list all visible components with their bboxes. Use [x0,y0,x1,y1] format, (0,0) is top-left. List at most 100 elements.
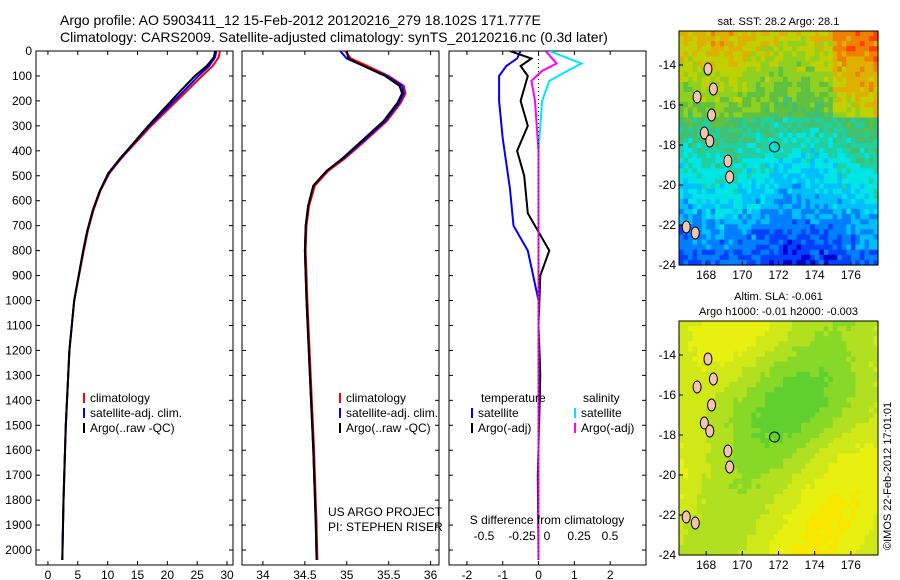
map-cell [701,148,707,154]
map-cell [850,198,856,205]
map-cell [787,397,793,403]
map-cell [846,336,852,342]
map-cell [737,112,743,119]
map-cell [760,209,766,215]
map-cell [859,463,866,470]
map-cell [769,493,775,500]
map-cell [792,473,798,480]
map-cell [805,254,811,261]
map-cell [683,137,689,144]
map-cell [783,219,789,225]
map-cell [724,214,730,220]
map-cell [787,244,793,251]
map-cell [710,432,716,439]
map-cell [864,76,870,83]
map-cell [832,163,838,169]
map-cell [715,407,721,414]
map-cell [679,56,685,63]
map-cell [737,504,743,510]
map-cell [701,102,707,108]
map-cell [783,504,789,510]
map-cell [805,41,811,47]
map-cell [719,239,725,246]
map-cell [850,41,856,47]
map-cell [778,102,784,108]
map-cell [855,97,861,103]
map-cell [805,173,811,180]
map-cell [787,219,793,225]
map-cell [796,509,802,515]
map-cell [873,366,879,373]
map-cell [710,132,716,139]
map-cell [697,102,703,108]
map-cell [783,163,789,169]
map-cell [814,31,820,37]
map-cell [683,158,689,164]
map-cell [773,539,780,546]
map-cell [814,438,820,444]
map-cell [719,483,725,490]
map-cell [792,422,798,429]
map-cell [719,183,725,190]
map-cell [828,188,834,195]
x-tick-label: 0 [45,568,52,580]
map-cell [805,534,811,541]
map-cell [737,346,743,353]
map-cell [855,371,861,378]
map-cell [760,529,766,536]
map-cell [755,107,762,113]
map-cell [873,438,879,444]
map-cell [706,102,712,108]
map-cell [855,351,861,358]
map-cell [855,193,861,200]
map-cell [801,107,807,113]
map-cell [706,376,712,383]
map-cell [810,122,816,129]
map-cell [787,387,793,393]
map-cell [724,483,730,490]
map-cell [737,427,743,434]
map-cell [728,438,734,444]
map-cell [864,107,870,113]
map-cell [787,122,793,129]
map-cell [864,458,870,465]
map-cell [801,51,807,58]
map-cell [814,458,820,465]
series-line-argorawqc [303,51,404,561]
map-cell [841,488,847,495]
map-cell [823,117,829,124]
map-cell [737,412,743,419]
map-cell [819,117,825,124]
map-cell [701,463,707,470]
map-cell [697,458,703,465]
map-cell [773,71,780,78]
map-cell [778,259,784,266]
map-cell [868,529,875,536]
map-cell [801,361,807,368]
map-cell [855,514,861,520]
map-cell [710,549,716,556]
map-cell [805,376,811,383]
map-cell [814,427,820,434]
map-cell [683,371,689,378]
map-cell [742,158,748,164]
map-cell [683,524,689,531]
map-cell [760,544,766,551]
map-cell [688,534,694,541]
map-cell [764,392,771,398]
map-cell [755,51,762,58]
map-cell [864,239,870,246]
map-cell [823,443,829,449]
map-cell [737,529,743,536]
map-cell [801,539,807,546]
map-cell [679,463,685,470]
map-cell [792,519,798,526]
map-cell [828,168,834,175]
map-cell [837,417,843,424]
map-cell [801,427,807,434]
map-cell [796,36,802,42]
map-cell [837,504,843,510]
map-cell [692,158,698,164]
map-cell [868,361,875,368]
map-cell [751,66,757,73]
